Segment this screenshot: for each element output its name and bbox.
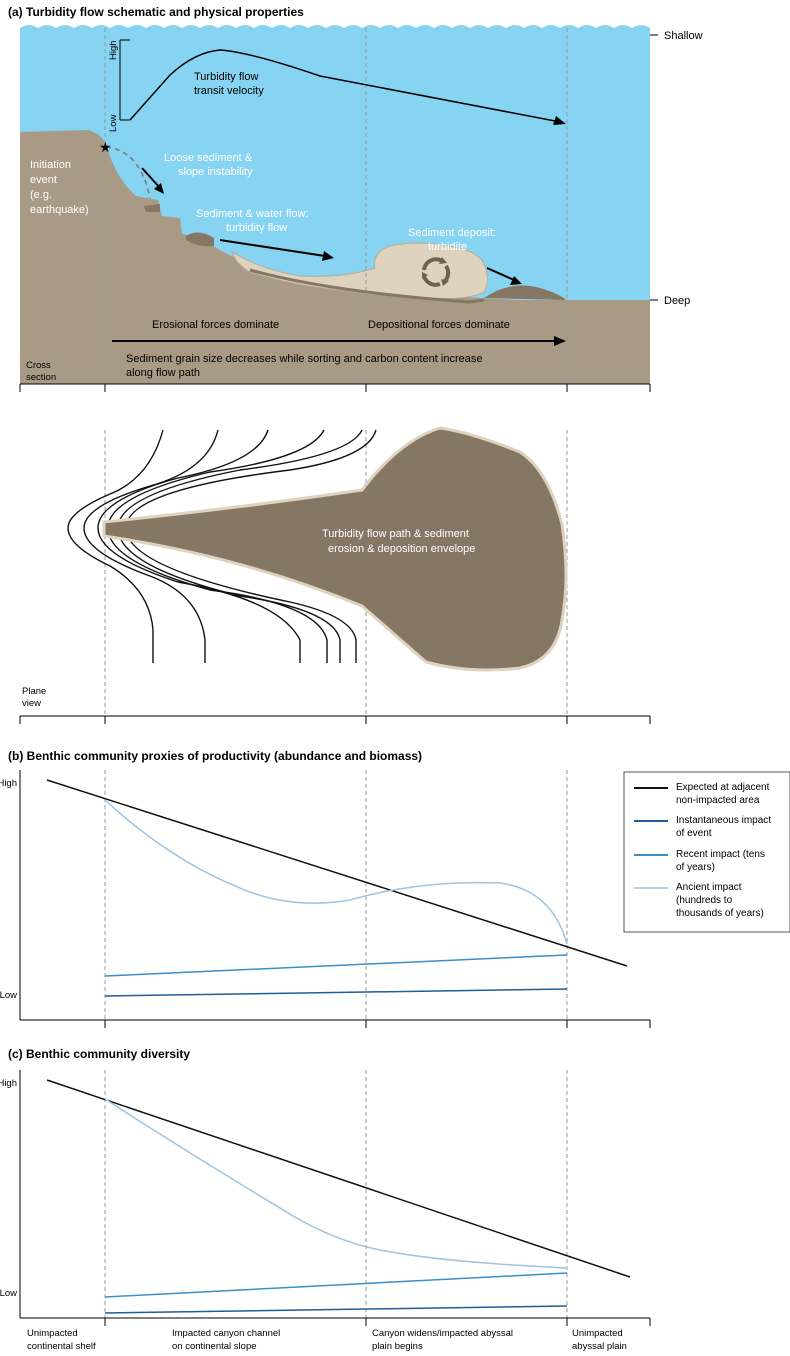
legend-ancient-3: thousands of years) — [676, 908, 764, 919]
swirl-icon — [422, 257, 451, 287]
zone4-label-2: abyssal plain — [572, 1341, 627, 1352]
grain-label-1: Sediment grain size decreases while sort… — [126, 353, 482, 365]
guide-lines-b — [104, 770, 568, 1020]
velocity-label-2: transit velocity — [194, 85, 264, 97]
guide-lines-c — [104, 1070, 568, 1318]
legend-recent-2: of years) — [676, 862, 715, 873]
panel-c-curves — [46, 1079, 631, 1314]
plane-label-2: view — [22, 698, 41, 709]
dark-sediment-patch-2 — [484, 285, 566, 300]
dark-sediment-patch-3 — [144, 204, 160, 212]
grain-arrowhead — [554, 336, 566, 346]
legend-recent-1: Recent impact (tens — [676, 849, 765, 860]
sediment-underline — [249, 268, 485, 304]
plane-label-1: Plane — [22, 686, 46, 697]
velocity-curve — [129, 49, 556, 122]
panel-a-title: (a) Turbidity flow schematic and physica… — [8, 5, 304, 19]
cross-label-1: Cross — [26, 360, 51, 371]
erosional-label: Erosional forces dominate — [152, 319, 279, 331]
cross-section-axis — [19, 383, 651, 392]
zone1-label-1: Unimpacted — [27, 1328, 78, 1339]
legend: Expected at adjacent non-impacted area I… — [623, 771, 790, 933]
panel-b-instantaneous-line — [104, 988, 568, 997]
zone2-label-2: on continental slope — [172, 1341, 257, 1352]
grain-label-2: along flow path — [126, 367, 200, 379]
legend-box — [623, 771, 790, 933]
zone4-label-1: Unimpacted — [572, 1328, 623, 1339]
depositional-label: Depositional forces dominate — [368, 319, 510, 331]
legend-ancient-2: (hundreds to — [676, 895, 733, 906]
depth-shallow: Shallow — [664, 30, 703, 42]
panel-c-instantaneous-line — [104, 1305, 568, 1314]
panel-b-expected-line — [46, 779, 628, 967]
panel-c-title: (c) Benthic community diversity — [8, 1047, 190, 1061]
panel-b-recent-line — [104, 954, 568, 977]
loose-arrowhead — [154, 183, 164, 194]
dark-sediment-patch-1 — [186, 232, 214, 247]
legend-instantaneous-2: of event — [676, 828, 712, 839]
panel-c-ancient-curve — [104, 1098, 568, 1269]
panel-b-axes — [19, 770, 651, 1028]
panel-c-axes — [19, 1070, 651, 1326]
loose-arrow — [141, 167, 161, 189]
initiation-label-2: event — [30, 174, 57, 186]
guide-lines-a — [104, 28, 568, 384]
zone1-label-2: continental shelf — [27, 1341, 96, 1352]
legend-expected-2: non-impacted area — [676, 795, 760, 806]
panel-b-y-high: High — [0, 778, 17, 789]
initiation-arc — [105, 146, 151, 199]
sediment-flow-body — [231, 242, 488, 299]
velocity-low: Low — [108, 114, 119, 132]
legend-ancient-1: Ancient impact — [676, 882, 742, 893]
flow-label-2: turbidity flow — [226, 222, 287, 234]
cross-label-2: section — [26, 372, 56, 383]
envelope-label-1: Turbidity flow path & sediment — [322, 528, 469, 540]
initiation-label-1: Initiation — [30, 159, 71, 171]
loose-label-1: Loose sediment & — [164, 152, 253, 164]
panel-c-expected-line — [46, 1079, 631, 1278]
panel-c-y-low: Low — [0, 1288, 17, 1299]
deposit-arrowhead — [510, 276, 522, 285]
flow-label-1: Sediment & water flow: — [196, 208, 309, 220]
panel-b-title: (b) Benthic community proxies of product… — [8, 749, 422, 763]
deposit-arrow — [486, 267, 515, 281]
panel-b-curves — [46, 779, 628, 997]
panel-b-ancient-curve — [104, 799, 568, 945]
legend-instantaneous-1: Instantaneous impact — [676, 815, 771, 826]
panel-b-y-low: Low — [0, 990, 17, 1001]
envelope-label-2: erosion & deposition envelope — [328, 543, 475, 555]
depth-deep: Deep — [664, 295, 690, 307]
flow-arrowhead — [322, 251, 334, 261]
flow-arrow — [219, 239, 326, 257]
panel-c-recent-line — [104, 1272, 568, 1298]
flow-envelope — [102, 426, 568, 672]
panel-c-y-high: High — [0, 1078, 17, 1089]
legend-expected-1: Expected at adjacent — [676, 782, 770, 793]
zone2-label-1: Impacted canyon channel — [172, 1328, 280, 1339]
velocity-axis — [119, 39, 130, 121]
deposit-label-1: Sediment deposit: — [408, 227, 496, 239]
zone3-label-1: Canyon widens/impacted abyssal — [372, 1328, 513, 1339]
velocity-high: High — [108, 40, 119, 60]
velocity-arrowhead — [553, 116, 566, 125]
initiation-label-4: earthquake) — [30, 204, 89, 216]
deposit-label-2: turbidite — [428, 241, 467, 253]
zone3-label-2: plain begins — [372, 1341, 423, 1352]
velocity-label-1: Turbidity flow — [194, 71, 258, 83]
star-icon: ★ — [99, 139, 112, 155]
loose-label-2: slope instability — [178, 166, 253, 178]
initiation-label-3: (e.g. — [30, 189, 52, 201]
seafloor — [20, 130, 650, 384]
plane-axis — [19, 715, 651, 724]
